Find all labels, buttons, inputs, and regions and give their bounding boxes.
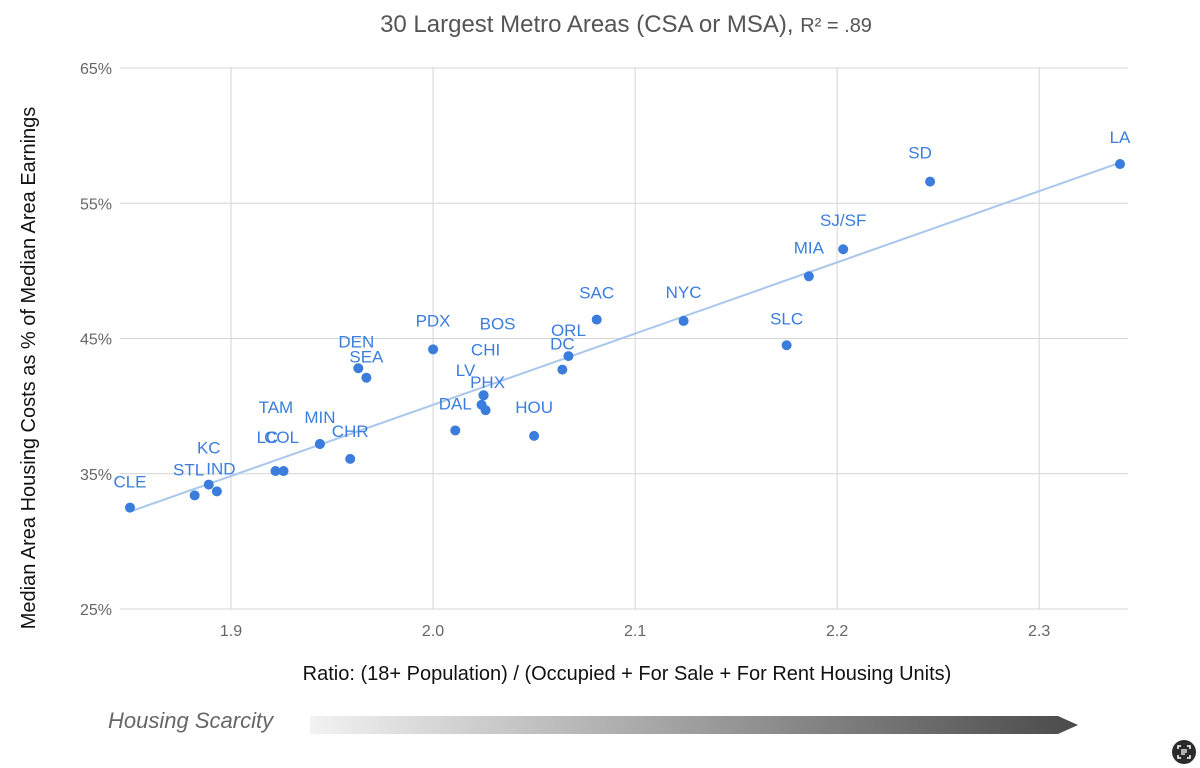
point-label: PDX — [416, 311, 451, 330]
scarcity-gradient-arrow — [310, 716, 1078, 734]
data-point — [803, 271, 814, 282]
x-tick-label: 2.0 — [422, 623, 444, 640]
point-label: BOS — [480, 314, 516, 333]
point-label: CLE — [113, 473, 146, 492]
data-point — [125, 502, 135, 513]
x-tick-label: 2.1 — [624, 623, 646, 640]
y-tick-label: 25% — [80, 602, 112, 619]
y-tick-label: 45% — [80, 332, 112, 349]
point-label: DAL — [439, 394, 472, 413]
point-label: MIA — [794, 238, 825, 257]
data-point — [428, 344, 439, 355]
data-point — [678, 315, 689, 326]
x-tick-label: 2.3 — [1028, 623, 1050, 640]
y-tick-label: 65% — [80, 61, 112, 78]
point-label: LC — [257, 428, 279, 447]
trendline — [129, 161, 1121, 513]
point-label: NYC — [666, 283, 702, 302]
data-point — [925, 176, 936, 187]
point-label: SLC — [770, 309, 803, 328]
point-label: PHX — [470, 373, 505, 392]
point-label: LV — [456, 361, 476, 380]
x-tick-label: 1.9 — [220, 623, 242, 640]
data-point — [345, 453, 356, 464]
point-label: LA — [1110, 128, 1131, 147]
x-tick-label: 2.2 — [826, 623, 848, 640]
point-label: CHR — [332, 422, 369, 441]
data-point — [189, 490, 200, 501]
data-point — [1115, 159, 1125, 170]
x-axis-ticks: 1.9 2.0 2.1 2.2 2.3 — [220, 623, 1051, 640]
housing-scarcity-label: Housing Scarcity — [108, 708, 275, 733]
text-recognition-button[interactable] — [1172, 740, 1196, 764]
chart-title: 30 Largest Metro Areas (CSA or MSA), R² … — [380, 11, 872, 38]
data-point — [211, 486, 222, 497]
data-point — [314, 438, 325, 449]
text-scan-icon — [1177, 745, 1191, 759]
data-point — [361, 372, 372, 383]
y-tick-label: 55% — [80, 196, 112, 213]
data-point — [203, 479, 214, 490]
point-label: IND — [206, 459, 235, 478]
data-point — [278, 466, 289, 477]
point-label: TAM — [259, 398, 294, 417]
data-point — [480, 405, 491, 416]
data-point — [478, 390, 489, 401]
data-point — [529, 430, 540, 441]
point-label: MIN — [304, 408, 335, 427]
point-label: DEN — [338, 332, 374, 351]
point-label: SEA — [349, 348, 384, 367]
point-label: SAC — [579, 284, 614, 303]
data-point — [838, 244, 849, 255]
y-axis-title: Median Area Housing Costs as % of Median… — [18, 107, 40, 630]
point-label: ORL — [551, 321, 586, 340]
point-label: COL — [264, 428, 299, 447]
y-tick-label: 35% — [80, 467, 112, 484]
data-point — [353, 363, 364, 374]
data-point — [270, 466, 281, 477]
data-point — [781, 340, 792, 351]
y-axis-ticks: 25% 35% 45% 55% 65% — [80, 61, 112, 619]
x-axis-title: Ratio: (18+ Population) / (Occupied + Fo… — [303, 663, 952, 685]
point-label: STL — [173, 460, 204, 479]
data-point — [450, 425, 461, 436]
point-label: DC — [550, 335, 575, 354]
point-label: SD — [908, 144, 932, 163]
point-label: SJ/SF — [820, 211, 866, 230]
point-label: CHI — [471, 340, 500, 359]
data-point — [563, 351, 574, 362]
data-point — [557, 364, 568, 375]
data-points — [125, 159, 1125, 513]
point-label: KC — [197, 439, 221, 458]
point-label: HOU — [515, 398, 553, 417]
data-point — [591, 314, 602, 325]
